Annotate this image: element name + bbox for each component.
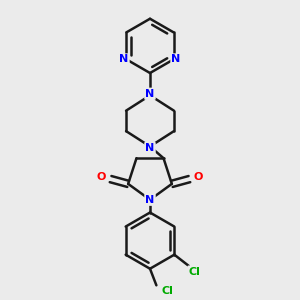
Text: O: O	[97, 172, 106, 182]
Text: Cl: Cl	[188, 267, 200, 277]
Text: N: N	[146, 195, 154, 205]
Text: N: N	[119, 54, 129, 64]
Text: O: O	[194, 172, 203, 182]
Text: N: N	[146, 89, 154, 99]
Text: N: N	[146, 143, 154, 153]
Text: Cl: Cl	[162, 286, 173, 296]
Text: N: N	[171, 54, 181, 64]
